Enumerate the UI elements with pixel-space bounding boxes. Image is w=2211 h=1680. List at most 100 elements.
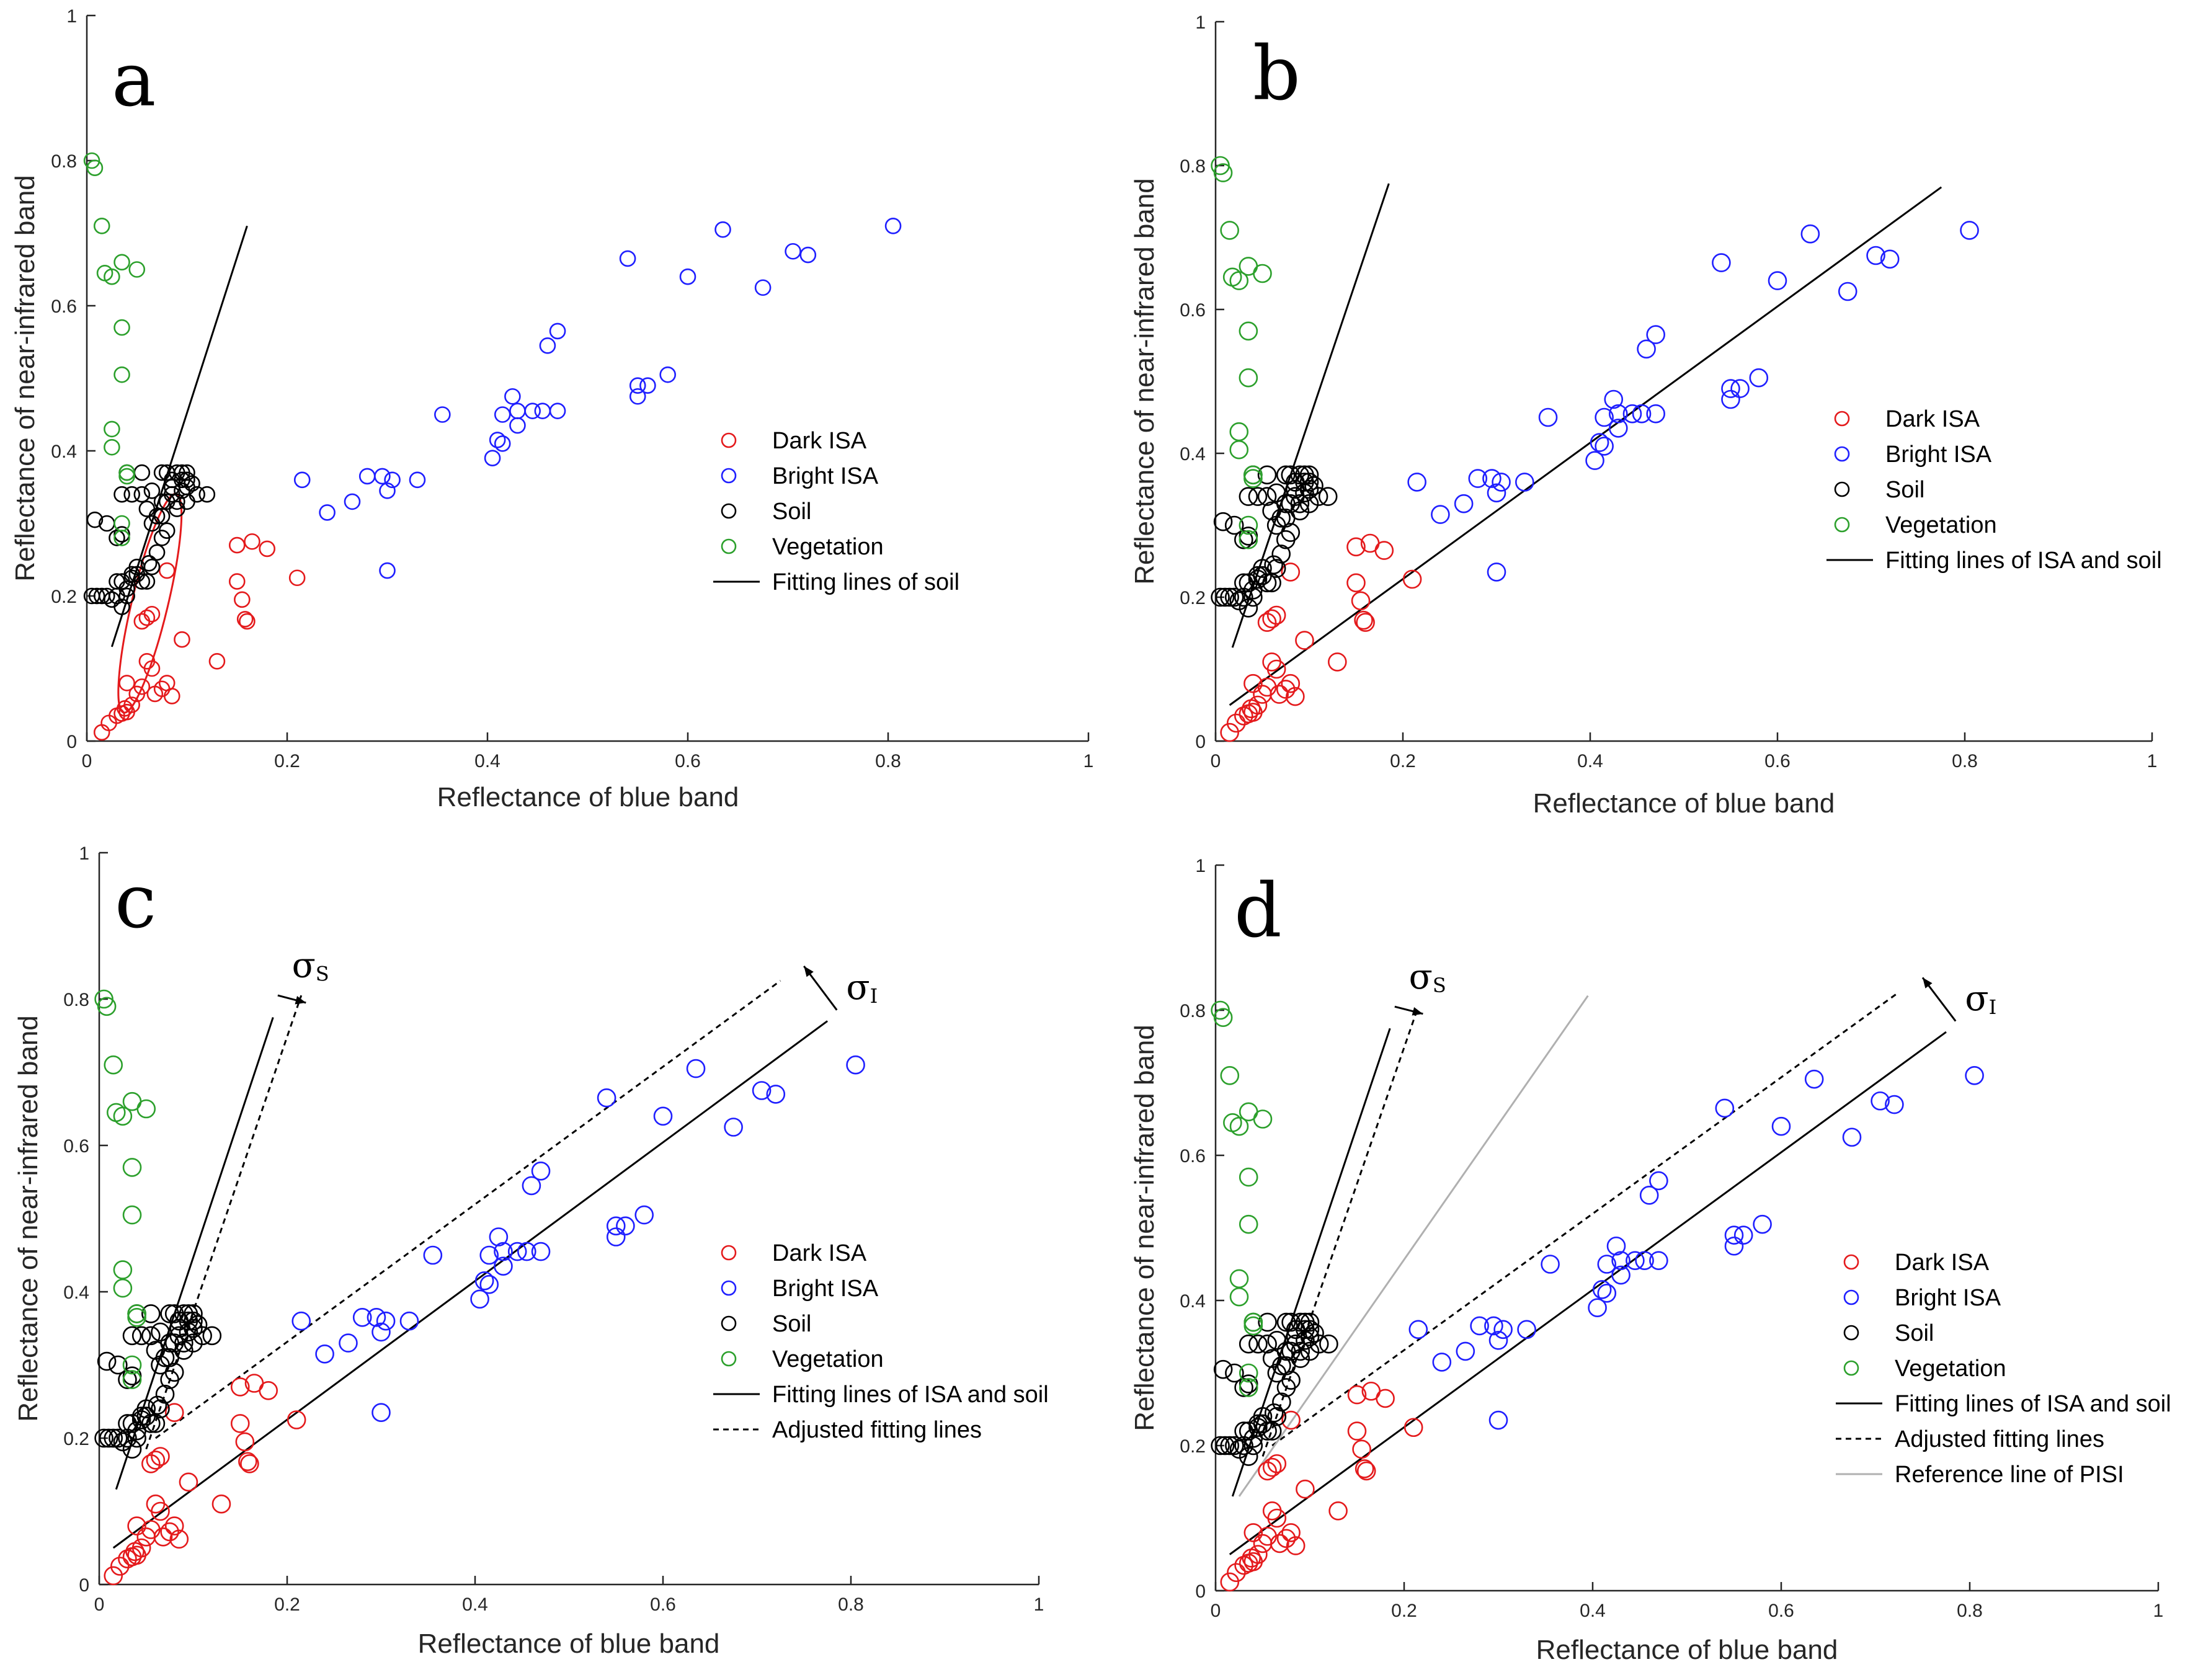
data-point [143,482,161,499]
y-axis-title: Reflectance of near-infrared band [13,1015,43,1422]
data-point [494,435,511,452]
data-point [754,279,772,296]
data-point [133,678,151,695]
data-point [1239,321,1258,341]
data-point [1215,1436,1235,1456]
data-point [259,1381,278,1400]
data-point [158,675,176,691]
fitting-line [1229,186,1942,706]
reference-line [1238,995,1589,1497]
data-point [1300,1341,1320,1361]
data-point [141,1326,161,1346]
data-point [1488,1410,1508,1430]
data-point [153,1527,173,1547]
y-tick-label: 0.8 [1180,1001,1206,1021]
series-vegetation [83,152,146,546]
legend-item: Bright ISA [721,1276,879,1302]
data-point [379,562,396,579]
data-point [1454,494,1474,513]
data-point [153,530,171,546]
legend-item: Bright ISA [721,463,879,489]
data-point [193,1326,212,1346]
data-point [93,217,110,234]
data-point [1296,1320,1315,1340]
data-point [138,653,156,670]
legend-item: Dark ISA [1834,406,1980,432]
data-point [1276,530,1296,549]
data-point [1267,1407,1287,1426]
y-tick-label: 1 [1195,856,1206,876]
data-point [138,573,156,590]
data-point [494,406,511,423]
data-point [1281,562,1301,582]
series-vegetation [1211,1000,1273,1397]
y-axis-title: Reflectance of near-infrared band [10,175,40,582]
data-point [1482,469,1501,488]
data-point [1229,1439,1249,1459]
legend-marker [1843,1289,1859,1305]
data-point [287,1410,306,1429]
data-point [1885,1095,1904,1114]
legend-item: Adjusted fitting lines [713,1417,982,1443]
data-point [494,1256,513,1276]
data-point [1276,1378,1296,1397]
series-dark-isa [1220,533,1422,742]
data-point [1880,249,1900,269]
data-point [1590,433,1609,452]
data-point [479,1274,499,1294]
data-point [1243,469,1263,488]
data-point [1264,1403,1284,1423]
legend-label: Fitting lines of ISA and soil [1895,1391,2171,1417]
data-point [1402,569,1422,589]
data-point [1715,1098,1735,1118]
data-point [1753,1214,1772,1234]
data-point [118,1370,137,1389]
data-point [104,268,120,285]
data-point [1493,1320,1513,1340]
series-dark-isa [1220,1381,1423,1592]
data-point [1239,1421,1258,1441]
data-point [133,464,151,481]
data-point [234,591,251,608]
data-point [110,1557,130,1576]
data-point [1253,1109,1273,1129]
data-point [1721,389,1740,409]
data-point [259,540,276,558]
data-point [1229,1287,1249,1307]
data-point [1239,487,1258,506]
data-point [1225,1436,1244,1456]
x-tick-label: 0.2 [274,751,300,771]
data-point [155,1384,175,1404]
legend-item: Vegetation [1834,512,1997,538]
data-point [1408,1320,1428,1340]
data-point [174,471,190,489]
data-point [399,1311,419,1331]
data-point [288,569,306,587]
data-point [1224,587,1244,607]
legend: Dark ISA Bright ISA Soil Vegetation Fitting … [1836,1250,2171,1488]
adjusted-fitting-line [155,980,781,1439]
data-point [799,246,817,264]
data-point [1771,1116,1791,1136]
data-point [1213,512,1233,531]
data-point [94,1428,113,1448]
data-point [239,613,256,630]
data-point [714,221,731,238]
data-point [489,432,506,448]
data-point [118,1414,137,1433]
data-point [155,1348,175,1367]
data-point [766,1085,786,1104]
data-point [1354,610,1373,630]
x-tick-label: 0.6 [1764,751,1791,771]
data-point [679,268,696,285]
data-point [109,573,125,590]
data-point [83,152,100,169]
data-point [409,471,426,489]
y-tick-label: 0.8 [63,990,89,1010]
data-point [1257,465,1277,485]
adjusted-fitting-line [145,995,303,1450]
data-point [244,533,260,550]
data-point [174,631,190,648]
x-tick-label: 0.4 [1580,1601,1606,1621]
data-point [236,611,254,628]
